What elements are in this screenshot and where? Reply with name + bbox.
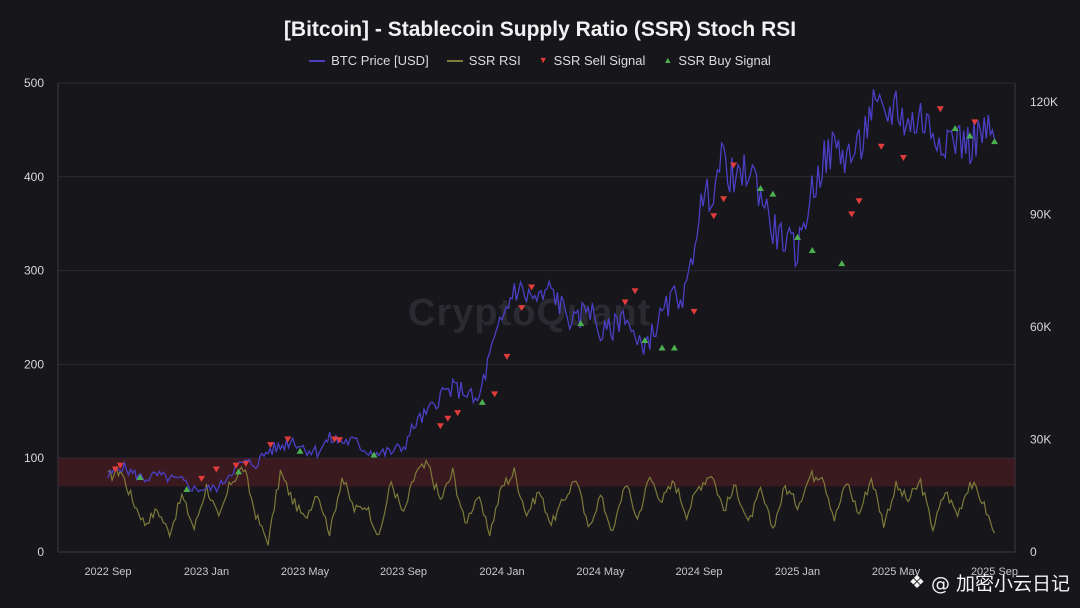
sell-signal-marker <box>729 162 737 169</box>
ssr-rsi-line <box>107 458 996 546</box>
sell-signal-marker <box>855 198 863 205</box>
sell-signal-marker <box>454 410 462 417</box>
x-tick-label: 2023 May <box>281 566 330 578</box>
left-tick-label: 300 <box>24 264 44 278</box>
author-branding: ❖ @ 加密小云日记 <box>909 569 1070 596</box>
chart-legend: BTC Price [USD] SSR RSI ▼ SSR Sell Signa… <box>0 53 1080 68</box>
legend-item-btc-price[interactable]: BTC Price [USD] <box>309 53 429 68</box>
sell-signal-marker <box>710 213 718 220</box>
sell-signal-marker <box>335 437 343 444</box>
legend-label-buy-signal: SSR Buy Signal <box>678 53 771 68</box>
sell-signal-marker <box>284 436 292 443</box>
buy-signal-marker <box>794 233 801 240</box>
sell-signal-marker <box>518 305 526 312</box>
legend-label-btc-price: BTC Price [USD] <box>331 53 429 68</box>
series-layer <box>107 89 996 546</box>
sell-signal-marker <box>848 211 856 218</box>
buy-signal-marker <box>183 485 191 492</box>
buy-signal-marker <box>808 246 816 253</box>
right-tick-label: 60K <box>1030 320 1051 334</box>
x-axis: 2022 Sep 2023 Jan 2023 May 2023 Sep 2024 Jan… <box>84 566 1018 578</box>
binance-square-logo-icon: ❖ <box>908 572 925 593</box>
right-tick-label: 0 <box>1030 545 1037 559</box>
left-tick-label: 500 <box>24 76 44 90</box>
sell-signal-marker <box>690 308 698 315</box>
buy-signal-marker <box>769 190 777 197</box>
sell-signal-marker <box>267 442 275 449</box>
x-tick-label: 2024 Sep <box>675 566 722 578</box>
sell-signal-marker <box>971 119 979 126</box>
buy-signal-marker <box>951 125 959 132</box>
left-tick-label: 200 <box>24 357 44 371</box>
buy-signal-marker <box>966 132 974 139</box>
sell-signal-marker <box>444 415 452 422</box>
x-tick-label: 2025 Jan <box>775 566 820 578</box>
buy-triangle-icon: ▲ <box>663 55 673 65</box>
sell-signal-marker <box>720 196 728 203</box>
x-tick-label: 2023 Sep <box>380 566 427 578</box>
buy-signal-marker <box>235 468 243 475</box>
left-tick-label: 0 <box>37 545 44 559</box>
buy-signal-marker <box>296 447 304 454</box>
sell-signal-marker <box>936 106 944 113</box>
sell-signal-marker <box>232 462 240 469</box>
buy-signal-marker <box>641 337 649 344</box>
buy-signal-marker <box>577 320 585 327</box>
sell-signal-marker <box>528 284 536 291</box>
sell-signal-marker <box>198 475 206 482</box>
sell-signal-marker <box>331 436 339 443</box>
sell-signal-marker <box>491 391 499 398</box>
buy-signal-marker <box>370 451 378 458</box>
right-tick-label: 30K <box>1030 432 1051 446</box>
x-tick-label: 2023 Jan <box>184 566 229 578</box>
overbought-band <box>58 458 1015 487</box>
sell-triangle-icon: ▼ <box>538 55 548 65</box>
right-axis: 0 30K 60K 90K 120K <box>1030 95 1058 559</box>
sell-signal-marker <box>621 299 629 306</box>
x-tick-label: 2024 May <box>576 566 625 578</box>
sell-signal-marker <box>242 460 250 467</box>
right-tick-label: 90K <box>1030 207 1051 221</box>
buy-signal-marker <box>136 473 144 480</box>
legend-item-ssr-rsi[interactable]: SSR RSI <box>446 53 521 68</box>
legend-swatch-btc-price <box>309 59 326 62</box>
sell-signal-marker <box>503 353 511 360</box>
btc-price-line <box>107 89 996 494</box>
sell-signal-marker <box>631 288 639 295</box>
left-tick-label: 100 <box>24 451 44 465</box>
buy-signal-marker <box>838 260 846 267</box>
left-axis: 0 100 200 300 400 500 <box>24 76 44 559</box>
buy-signal-marker <box>991 138 998 145</box>
x-tick-label: 2024 Jan <box>479 566 524 578</box>
legend-item-sell-signal[interactable]: ▼ SSR Sell Signal <box>539 53 646 68</box>
legend-item-buy-signal[interactable]: ▲ SSR Buy Signal <box>663 53 770 68</box>
sell-signal-marker <box>212 466 220 473</box>
legend-swatch-ssr-rsi <box>446 59 463 62</box>
buy-signal-marker <box>658 344 666 351</box>
x-tick-label: 2022 Sep <box>84 566 131 578</box>
x-tick-label: 2025 Sep <box>971 566 1018 578</box>
buy-signal-marker <box>478 398 486 405</box>
sell-signal-marker <box>877 143 885 150</box>
legend-label-sell-signal: SSR Sell Signal <box>553 53 646 68</box>
right-tick-label: 120K <box>1030 95 1058 109</box>
signal-markers <box>111 106 998 492</box>
sell-signal-marker <box>436 423 444 430</box>
buy-signal-marker <box>757 185 765 192</box>
sell-signal-marker <box>111 466 119 473</box>
buy-signal-marker <box>670 344 678 351</box>
legend-label-ssr-rsi: SSR RSI <box>468 53 521 68</box>
left-tick-label: 400 <box>24 170 44 184</box>
x-tick-label: 2025 May <box>872 566 921 578</box>
sell-signal-marker <box>899 155 907 162</box>
chart-title: [Bitcoin] - Stablecoin Supply Ratio (SSR… <box>283 18 797 41</box>
author-name: @ 加密小云日记 <box>930 573 1070 595</box>
sell-signal-marker <box>116 462 124 469</box>
